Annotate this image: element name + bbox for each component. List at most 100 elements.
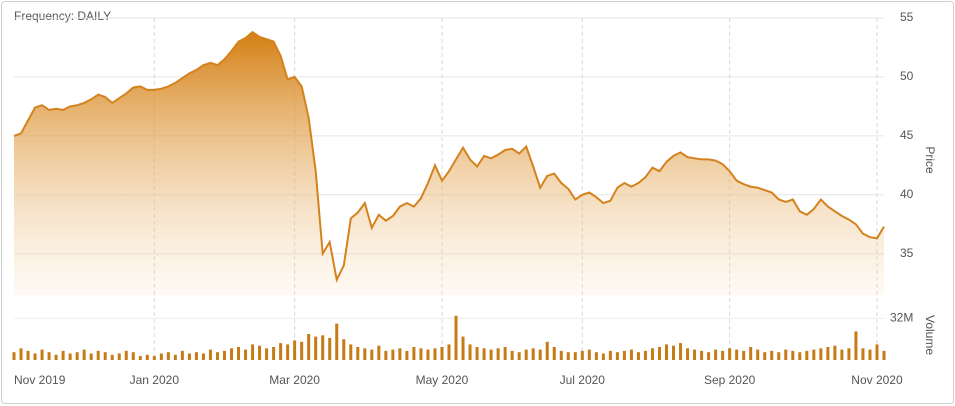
volume-bar xyxy=(440,347,444,360)
volume-bar xyxy=(791,350,795,360)
volume-bar xyxy=(686,348,690,360)
volume-bar xyxy=(707,352,711,360)
volume-bar xyxy=(61,350,65,360)
volume-bar xyxy=(805,350,809,360)
volume-bar xyxy=(538,349,542,360)
volume-bar xyxy=(96,350,100,360)
volume-bar xyxy=(615,352,619,360)
volume-bar xyxy=(82,349,86,360)
volume-bar xyxy=(868,349,872,360)
volume-bar xyxy=(230,348,233,360)
volume-bar xyxy=(138,356,142,360)
volume-bar xyxy=(426,349,430,360)
volume-bar xyxy=(545,341,549,360)
volume-bar xyxy=(75,352,79,360)
volume-bar xyxy=(714,349,718,360)
volume-bar xyxy=(594,352,598,360)
volume-bar xyxy=(875,344,879,360)
y2-tick-label: 32M xyxy=(890,311,913,325)
volume-bar xyxy=(166,352,170,360)
volume-bar xyxy=(665,344,668,360)
volume-bar xyxy=(454,315,458,360)
volume-bar xyxy=(349,344,353,360)
volume-bar xyxy=(286,344,290,360)
volume-bar xyxy=(566,352,570,360)
volume-bar xyxy=(19,348,23,360)
volume-bar xyxy=(559,350,563,360)
volume-bar xyxy=(700,350,704,360)
volume-bar xyxy=(244,349,248,360)
volume-bar xyxy=(377,345,381,360)
x-tick-label: Sep 2020 xyxy=(704,373,756,387)
volume-bar xyxy=(482,348,486,360)
volume-bar xyxy=(363,348,367,360)
volume-bar xyxy=(742,350,746,360)
x-tick-label: Mar 2020 xyxy=(269,373,320,387)
volume-bar xyxy=(237,347,241,360)
volume-bar xyxy=(300,341,304,360)
volume-bar xyxy=(777,352,781,360)
volume-bar xyxy=(173,354,177,360)
volume-bar xyxy=(433,348,437,360)
volume-bar xyxy=(68,353,72,360)
volume-bar xyxy=(419,348,423,360)
volume-bar xyxy=(40,349,44,360)
volume-bar xyxy=(531,348,535,360)
volume-bar xyxy=(833,345,837,360)
volume-bar xyxy=(33,353,37,360)
volume-bar xyxy=(496,348,500,360)
volume-bar xyxy=(293,340,297,360)
x-tick-label: Nov 2019 xyxy=(14,373,66,387)
volume-bar xyxy=(307,334,311,360)
volume-bar xyxy=(510,350,514,360)
volume-bar xyxy=(840,349,844,360)
chart-title: Frequency: DAILY xyxy=(14,9,111,23)
volume-bar xyxy=(826,347,830,360)
volume-bar xyxy=(356,347,360,360)
volume-bar xyxy=(749,347,753,360)
volume-bar xyxy=(461,336,465,360)
volume-bar xyxy=(552,347,556,360)
volume-bar xyxy=(503,347,507,360)
volume-bar xyxy=(524,349,528,360)
volume-bar xyxy=(342,339,346,360)
volume-bar xyxy=(412,347,416,360)
volume-bar xyxy=(636,352,640,360)
volume-bar xyxy=(447,344,451,360)
volume-bar xyxy=(47,352,51,360)
volume-bar xyxy=(12,352,16,360)
volume-bar xyxy=(103,352,107,360)
volume-bar xyxy=(763,352,767,360)
volume-bar xyxy=(335,323,339,360)
volume-bar xyxy=(657,347,661,360)
volume-bar xyxy=(384,350,388,360)
volume-bar xyxy=(222,350,226,360)
volume-bar xyxy=(194,352,198,360)
volume-bar xyxy=(784,349,788,360)
x-tick-label: May 2020 xyxy=(416,373,469,387)
volume-bar xyxy=(321,335,325,360)
volume-bar xyxy=(187,353,191,360)
volume-bar xyxy=(370,349,374,360)
volume-bar xyxy=(693,349,697,360)
volume-bar xyxy=(517,352,521,360)
volume-bar xyxy=(475,347,479,360)
volume-bar xyxy=(54,354,58,360)
volume-bar xyxy=(328,337,332,360)
volume-bar xyxy=(601,353,605,360)
x-tick-label: Nov 2020 xyxy=(851,373,903,387)
volume-bar xyxy=(314,336,318,360)
volume-bar xyxy=(131,352,135,360)
volume-bar xyxy=(124,350,128,360)
y-tick-label: 55 xyxy=(900,10,914,24)
y-tick-label: 50 xyxy=(900,69,914,83)
volume-bar xyxy=(398,348,402,360)
volume-bar xyxy=(201,353,205,360)
volume-bar xyxy=(117,353,121,360)
volume-bar xyxy=(643,350,647,360)
volume-bar xyxy=(272,347,276,360)
volume-bar xyxy=(679,343,683,360)
volume-bar xyxy=(573,352,577,360)
y-tick-label: 45 xyxy=(900,128,914,142)
